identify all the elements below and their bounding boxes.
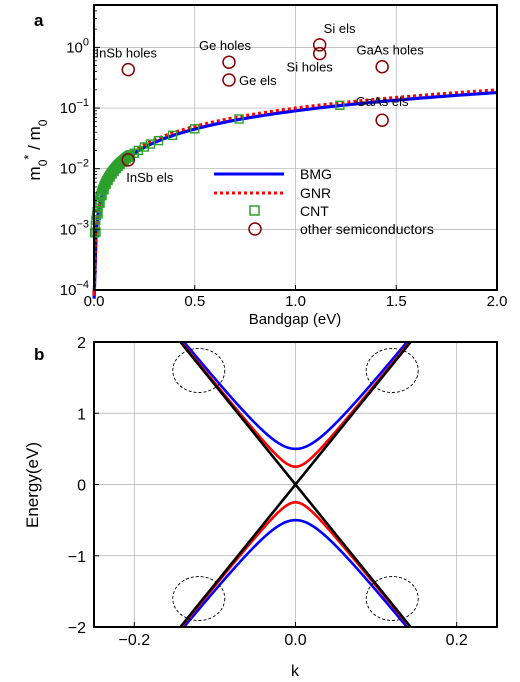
- dashed-ellipse: [365, 576, 419, 621]
- semiconductor-annotation: InSb els: [126, 170, 173, 185]
- panel-a-legend: BMG GNR CNT other semiconductors: [214, 166, 434, 237]
- panel-a-x-ticks: 0.0 0.5 1.0 1.5 2.0: [84, 285, 508, 310]
- semiconductor-annotation: InSb holes: [96, 46, 158, 61]
- semiconductor-annotation: Ge holes: [199, 38, 252, 53]
- cnt-point: [153, 135, 164, 146]
- semiconductor-point: [312, 46, 327, 61]
- semiconductor-annotation: Si els: [324, 21, 356, 36]
- legend-bmg-label: BMG: [300, 166, 332, 182]
- x-tick-label: 0.5: [184, 293, 205, 310]
- panel-b-y-ticks: 2 1 0 −1 −2: [68, 335, 99, 637]
- bmg-curve: [92, 90, 498, 299]
- x-tick-label: 0.0: [284, 632, 306, 649]
- semiconductor-point: [222, 55, 236, 69]
- panel-b-x-ticks: −0.2 0.0 0.2: [119, 622, 468, 649]
- y-tick-label: −1: [68, 549, 86, 566]
- y-tick-label: 2: [77, 335, 86, 352]
- legend-cnt-label: CNT: [300, 203, 329, 219]
- semiconductor-annotation: GaAs els: [356, 94, 409, 109]
- legend-other-label: other semiconductors: [300, 221, 434, 237]
- panel-a: a InSb holes InSb els Ge holes Ge els Si els…: [21, 4, 508, 328]
- valence-band-curve: [178, 482, 413, 627]
- semiconductor-point: [222, 73, 236, 87]
- cnt-point: [167, 130, 178, 141]
- panel-a-label: a: [34, 11, 44, 30]
- panel-a-series: [90, 38, 498, 299]
- panel-a-x-axis-label: Bandgap (eV): [249, 311, 342, 328]
- panel-b-y-axis-label: Energy(eV): [23, 442, 42, 528]
- gnr-curve: [92, 88, 498, 296]
- x-tick-label: 1.0: [285, 293, 306, 310]
- cnt-point: [190, 124, 200, 134]
- panel-b: b −0.2 0.0 0.2 2 1 0 −1 −2 k Energy(eV): [23, 335, 498, 680]
- semiconductor-annotation: Ge els: [239, 73, 277, 88]
- panel-a-y-axis-label: m0* / m0: [21, 119, 51, 180]
- dashed-ellipse: [172, 576, 226, 621]
- panel-b-label: b: [34, 345, 44, 364]
- semiconductor-point: [121, 153, 136, 167]
- y-tick-label: 10−1: [60, 97, 89, 117]
- dashed-ellipse: [172, 348, 226, 393]
- semiconductor-point: [375, 59, 389, 74]
- semiconductor-annotation: GaAs holes: [357, 43, 425, 58]
- y-tick-label: 10−2: [60, 158, 89, 178]
- semiconductor-annotation: Si holes: [287, 60, 334, 75]
- y-tick-label: 10−3: [60, 218, 89, 238]
- y-tick-label: −2: [68, 620, 86, 637]
- svg-text:m0* / m0: m0* / m0: [21, 119, 51, 180]
- cnt-point: [139, 142, 150, 152]
- cnt-point: [91, 227, 101, 237]
- legend-cnt-swatch: [249, 205, 260, 216]
- cnt-point: [335, 100, 345, 110]
- valence-band-curve: [182, 518, 409, 627]
- y-tick-label: 10−4: [60, 279, 89, 299]
- panel-b-x-axis-label: k: [291, 663, 300, 680]
- x-tick-label: −0.2: [119, 632, 151, 649]
- panel-a-y-ticks: 100 10−1 10−2 10−3 10−4: [60, 4, 100, 299]
- panel-a-annotations: InSb holes InSb els Ge holes Ge els Si els Si…: [96, 21, 425, 185]
- y-tick-label: 0: [77, 478, 86, 495]
- semiconductor-point: [121, 62, 136, 77]
- legend-gnr-label: GNR: [300, 185, 331, 201]
- x-tick-label: 0.2: [446, 632, 468, 649]
- semiconductor-point: [375, 113, 389, 127]
- cnt-point: [234, 114, 244, 124]
- legend-other-swatch: [248, 222, 262, 236]
- dashed-ellipse: [365, 348, 419, 393]
- y-tick-label: 100: [66, 36, 89, 56]
- panel-b-series: [172, 342, 419, 627]
- x-tick-label: 2.0: [487, 293, 508, 310]
- y-tick-label: 1: [77, 406, 86, 423]
- semiconductor-point: [312, 38, 327, 52]
- x-tick-label: 0.0: [84, 293, 105, 310]
- x-tick-label: 1.5: [386, 293, 407, 310]
- conduction-band-curve: [182, 342, 409, 451]
